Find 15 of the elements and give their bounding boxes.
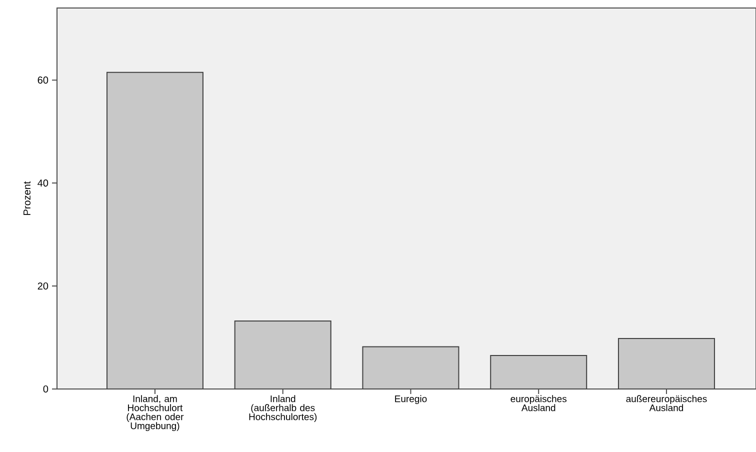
x-tick-label: Inland (außerhalb des Hochschulortes) [249,395,317,422]
bar [618,338,715,389]
bar [490,355,588,389]
y-tick-label: 20 [38,282,48,290]
bar [362,346,459,389]
x-tick-label: außereuropäisches Ausland [626,395,707,412]
x-tick-label: europäisches Ausland [510,395,566,412]
bar [106,72,204,389]
y-tick-label: 60 [38,76,48,84]
y-tick-label: 0 [43,385,48,393]
x-tick-label: Inland, am Hochschulort (Aachen oder Umgebung) [126,395,184,432]
bar [234,320,332,389]
y-axis-title: Prozent [24,181,30,215]
x-tick-label: Euregio [395,395,427,404]
y-tick-label: 40 [38,180,48,187]
